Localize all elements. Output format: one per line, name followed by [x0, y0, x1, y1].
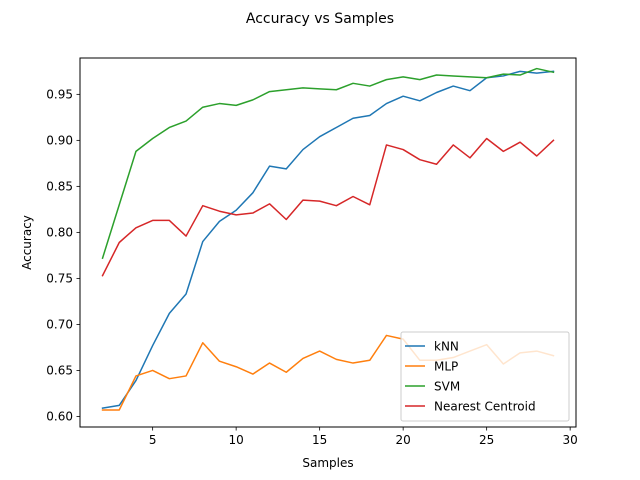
y-axis-label: Accuracy [20, 215, 34, 270]
y-tick-label: 0.90 [46, 134, 73, 148]
y-axis-ticks: 0.60 0.65 0.70 0.75 0.80 0.85 0.90 0.95 [46, 88, 80, 424]
legend: kNN MLP SVM Nearest Centroid [400, 331, 570, 422]
series-line-svm [101, 67, 555, 260]
y-tick-label: 0.65 [46, 364, 73, 378]
x-tick-label: 25 [479, 433, 494, 447]
series-line-knn [101, 70, 555, 410]
y-tick-label: 0.70 [46, 318, 73, 332]
chart-title: Accuracy vs Samples [246, 11, 394, 27]
x-tick-label: 20 [396, 433, 411, 447]
legend-label-svm: SVM [434, 379, 460, 393]
x-tick-label: 10 [229, 433, 244, 447]
legend-label-nearest-centroid: Nearest Centroid [434, 399, 536, 413]
x-tick-label: 15 [312, 433, 327, 447]
y-tick-label: 0.85 [46, 180, 73, 194]
y-tick-label: 0.75 [46, 272, 73, 286]
legend-box [400, 331, 570, 422]
series-line-nearest-centroid [101, 137, 555, 277]
x-axis-label: Samples [302, 456, 353, 470]
x-axis-ticks: 5 10 15 20 25 30 [149, 427, 578, 447]
y-tick-label: 0.95 [46, 88, 73, 102]
x-tick-label: 5 [149, 433, 157, 447]
legend-label-knn: kNN [434, 339, 459, 353]
x-tick-label: 30 [563, 433, 578, 447]
legend-label-mlp: MLP [434, 359, 458, 373]
y-tick-label: 0.80 [46, 226, 73, 240]
y-tick-label: 0.60 [46, 410, 73, 424]
axes-frame [79, 57, 577, 428]
